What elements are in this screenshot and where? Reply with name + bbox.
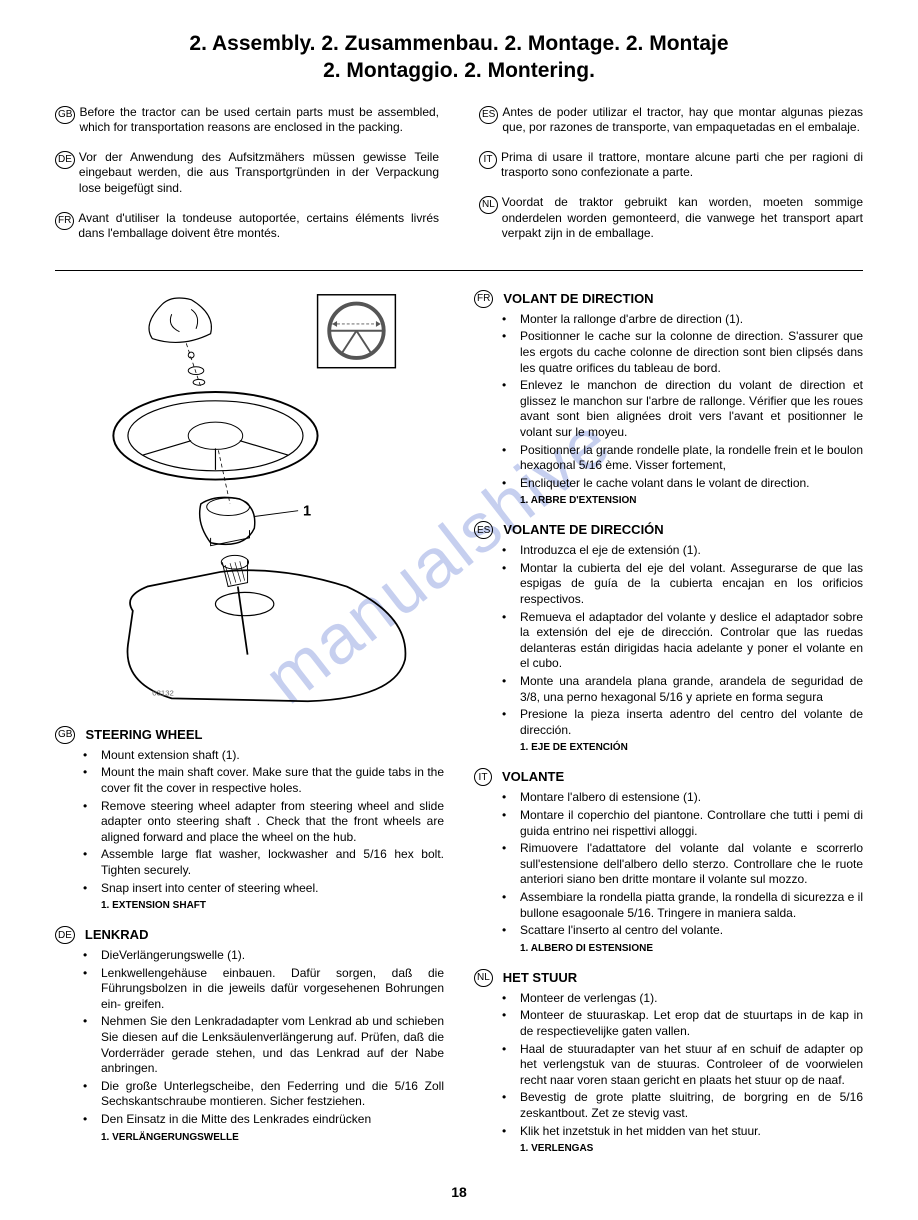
section-note: 1. EJE DE EXTENCIÓN: [520, 742, 863, 753]
list-item: Monte una arandela plana grande, arandel…: [502, 674, 863, 705]
list-item: Remove steering wheel adapter from steer…: [83, 799, 444, 846]
intro-text: Avant d'utiliser la tondeuse autoportée,…: [78, 211, 439, 242]
steering-wheel-illustration: 1 03132: [55, 289, 444, 709]
list-item: Nehmen Sie den Lenkradadapter vom Lenkra…: [83, 1014, 444, 1076]
list-item: Den Einsatz in die Mitte des Lenkrades e…: [83, 1112, 444, 1128]
section-head: IT VOLANTE: [474, 767, 863, 786]
intro-block-gb: GBBefore the tractor can be used certain…: [55, 105, 439, 136]
list-item: Montare l'albero di estensione (1).: [502, 790, 863, 806]
intro-column-right: ESAntes de poder utilizar el tractor, ha…: [479, 105, 863, 256]
list-item: Assembiare la rondella piatta grande, la…: [502, 890, 863, 921]
section-head: ES VOLANTE DE DIRECCIÓN: [474, 520, 863, 539]
title-line-1: 2. Assembly. 2. Zusammenbau. 2. Montage.…: [189, 32, 728, 55]
intro-text: Prima di usare il trattore, montare alcu…: [501, 150, 863, 181]
list-item: Haal de stuuradapter van het stuur af en…: [502, 1042, 863, 1089]
section-es: ES VOLANTE DE DIRECCIÓN Introduzca el eje …: [474, 520, 863, 753]
section-head: FR VOLANT DE DIRECTION: [474, 289, 863, 308]
section-note: 1. ALBERO DI ESTENSIONE: [520, 943, 863, 954]
intro-block-it: ITPrima di usare il trattore, montare al…: [479, 150, 863, 181]
list-item: Klik het inzetstuk in het midden van het…: [502, 1124, 863, 1140]
section-it: IT VOLANTE Montare l'albero di estensione …: [474, 767, 863, 953]
section-fr: FR VOLANT DE DIRECTION Monter la rallonge …: [474, 289, 863, 507]
list-item: Scattare l'inserto al centro del volante…: [502, 923, 863, 939]
horizontal-divider: [55, 270, 863, 271]
list-item: Enlevez le manchon de direction du volan…: [502, 378, 863, 440]
svg-text:1: 1: [303, 503, 311, 519]
bullet-list: Monteer de verlengas (1).Monteer de stuu…: [474, 991, 863, 1139]
section-note: 1. EXTENSION SHAFT: [101, 900, 444, 911]
section-de: DE LENKRAD DieVerlängerungswelle (1). Lenkw…: [55, 925, 444, 1143]
section-note: 1. VERLENGAS: [520, 1143, 863, 1154]
section-title: STEERING WHEEL: [85, 727, 202, 742]
list-item: Bevestig de grote platte sluitring, de b…: [502, 1090, 863, 1121]
lang-badge-gb: GB: [55, 106, 75, 124]
lang-badge-de: DE: [55, 926, 75, 944]
list-item: Mount the main shaft cover. Make sure th…: [83, 765, 444, 796]
list-item: Lenkwellengehäuse einbauen. Dafür sorgen…: [83, 966, 444, 1013]
list-item: Montar la cubierta del eje del volant. A…: [502, 561, 863, 608]
page-number: 18: [55, 1184, 863, 1200]
section-title: LENKRAD: [85, 927, 149, 942]
section-head: GB STEERING WHEEL: [55, 725, 444, 744]
list-item: Presione la pieza inserta adentro del ce…: [502, 707, 863, 738]
svg-text:03132: 03132: [152, 688, 174, 697]
section-title: HET STUUR: [503, 970, 577, 985]
lang-badge-de: DE: [55, 151, 75, 169]
section-head: DE LENKRAD: [55, 925, 444, 944]
intro-text: Antes de poder utilizar el tractor, hay …: [502, 105, 863, 136]
list-item: Monteer de stuuraskap. Let erop dat de s…: [502, 1008, 863, 1039]
list-item: Rimuovere l'adattatore del volante dal v…: [502, 841, 863, 888]
intro-block-nl: NLVoordat de traktor gebruikt kan worden…: [479, 195, 863, 242]
lang-badge-es: ES: [479, 106, 498, 124]
list-item: Remueva el adaptador del volante y desli…: [502, 610, 863, 672]
section-nl: NL HET STUUR Monteer de verlengas (1).Mont…: [474, 968, 863, 1154]
list-item: Die große Unterlegscheibe, den Federring…: [83, 1079, 444, 1110]
list-item: Monteer de verlengas (1).: [502, 991, 863, 1007]
intro-text: Vor der Anwendung des Aufsitzmähers müss…: [79, 150, 439, 197]
lang-badge-fr: FR: [55, 212, 74, 230]
lang-badge-fr: FR: [474, 290, 493, 308]
right-column: FR VOLANT DE DIRECTION Monter la rallonge …: [474, 289, 863, 1168]
list-item: Monter la rallonge d'arbre de direction …: [502, 312, 863, 328]
bullet-list: Montare l'albero di estensione (1). Monta…: [474, 790, 863, 938]
section-title: VOLANTE: [502, 769, 564, 784]
list-item: Assemble large flat washer, lockwasher a…: [83, 847, 444, 878]
bullet-list: Introduzca el eje de extensión (1). Monta…: [474, 543, 863, 738]
list-item: Introduzca el eje de extensión (1).: [502, 543, 863, 559]
intro-block-de: DEVor der Anwendung des Aufsitzmähers mü…: [55, 150, 439, 197]
title-line-2: 2. Montaggio. 2. Montering.: [323, 59, 595, 82]
list-item: Positionner le cache sur la colonne de d…: [502, 329, 863, 376]
section-head: NL HET STUUR: [474, 968, 863, 987]
page-title: 2. Assembly. 2. Zusammenbau. 2. Montage.…: [55, 30, 863, 85]
bullet-list: DieVerlängerungswelle (1). Lenkwellengehä…: [55, 948, 444, 1128]
list-item: Mount extension shaft (1).: [83, 748, 444, 764]
list-item: DieVerlängerungswelle (1).: [83, 948, 444, 964]
list-item: Montare il coperchio del piantone. Contr…: [502, 808, 863, 839]
section-note: 1. VERLÄNGERUNGSWELLE: [101, 1132, 444, 1143]
lang-badge-it: IT: [479, 151, 497, 169]
section-title: VOLANTE DE DIRECCIÓN: [503, 522, 663, 537]
lang-badge-nl: NL: [474, 969, 493, 987]
section-note: 1. ARBRE D'EXTENSION: [520, 495, 863, 506]
list-item: Snap insert into center of steering whee…: [83, 881, 444, 897]
intro-column-left: GBBefore the tractor can be used certain…: [55, 105, 439, 256]
intro-block-es: ESAntes de poder utilizar el tractor, ha…: [479, 105, 863, 136]
lang-badge-gb: GB: [55, 726, 75, 744]
left-column: 1 03132 GB STEERING WHEEL Mount extension …: [55, 289, 444, 1168]
bullet-list: Mount extension shaft (1).Mount the main…: [55, 748, 444, 896]
bullet-list: Monter la rallonge d'arbre de direction …: [474, 312, 863, 492]
list-item: Positionner la grande rondelle plate, la…: [502, 443, 863, 474]
intro-text: Before the tractor can be used certain p…: [79, 105, 439, 136]
intro-text: Voordat de traktor gebruikt kan worden, …: [502, 195, 863, 242]
intro-columns: GBBefore the tractor can be used certain…: [55, 105, 863, 256]
main-columns: 1 03132 GB STEERING WHEEL Mount extension …: [55, 289, 863, 1168]
lang-badge-it: IT: [474, 768, 492, 786]
lang-badge-nl: NL: [479, 196, 498, 214]
section-title: VOLANT DE DIRECTION: [503, 291, 653, 306]
section-gb: GB STEERING WHEEL Mount extension shaft (1…: [55, 725, 444, 911]
list-item: Encliqueter le cache volant dans le vola…: [502, 476, 863, 492]
lang-badge-es: ES: [474, 521, 493, 539]
intro-block-fr: FRAvant d'utiliser la tondeuse autoporté…: [55, 211, 439, 242]
